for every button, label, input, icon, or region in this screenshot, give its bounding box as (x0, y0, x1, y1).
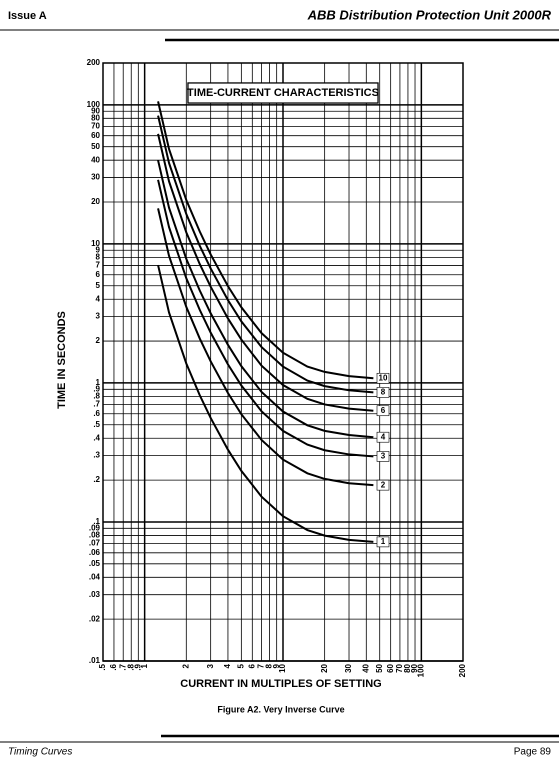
title-box (187, 82, 379, 104)
x-tick-label: 10 (278, 663, 287, 672)
y-tick-label: .2 (93, 475, 100, 484)
y-tick-label: .1 (93, 517, 100, 526)
y-tick-label: .7 (93, 400, 100, 409)
y-tick-label: 4 (96, 294, 101, 303)
curve-label: 2 (381, 480, 386, 489)
x-tick-label: 3 (206, 663, 215, 668)
curve (157, 264, 374, 543)
y-tick-label: .06 (89, 548, 101, 557)
footer-right: Page 89 (514, 747, 552, 758)
x-tick-label: 7 (257, 663, 266, 668)
curve-label-box (376, 387, 390, 398)
y-tick-label: 70 (91, 122, 100, 131)
y-tick-label: .6 (93, 409, 100, 418)
chart-title: TIME-CURRENT CHARACTERISTICS (187, 87, 379, 99)
x-axis-label: CURRENT IN MULTIPLES OF SETTING (180, 678, 381, 690)
y-tick-label: .02 (89, 614, 101, 623)
y-tick-label: .09 (89, 523, 101, 532)
y-tick-label: .4 (93, 433, 100, 442)
y-tick-label: .9 (93, 384, 100, 393)
x-tick-label: .6 (109, 663, 118, 670)
x-tick-label: 8 (265, 663, 274, 668)
x-tick-label: 30 (344, 663, 353, 672)
y-tick-label: 2 (96, 336, 101, 345)
curve-label-box (376, 536, 390, 548)
y-tick-label: .01 (89, 656, 101, 665)
x-tick-label: 60 (386, 663, 395, 672)
y-tick-label: 100 (87, 100, 101, 109)
y-axis-label: TIME IN SECONDS (56, 311, 68, 409)
x-tick-label: 200 (458, 663, 467, 677)
y-tick-label: 3 (96, 312, 101, 321)
y-tick-label: .8 (93, 392, 100, 401)
y-tick-label: .5 (93, 420, 100, 429)
y-tick-label: 90 (91, 106, 100, 115)
y-tick-label: 80 (91, 113, 100, 122)
curve-label-box (376, 405, 390, 417)
curve (157, 160, 374, 439)
curve-label: 8 (381, 387, 386, 396)
curve-label-box (376, 431, 390, 443)
x-tick-label: 5 (236, 663, 245, 668)
x-tick-label: .7 (118, 663, 127, 670)
y-tick-label: 8 (96, 252, 101, 261)
curve (157, 208, 374, 487)
curve (157, 133, 374, 412)
y-tick-label: 1 (96, 378, 101, 387)
y-tick-label: 20 (91, 197, 100, 206)
y-tick-label: 5 (96, 281, 101, 290)
y-tick-label: 50 (91, 142, 100, 151)
x-tick-label: 100 (416, 663, 425, 677)
x-tick-label: .8 (126, 663, 135, 670)
curve (157, 115, 374, 394)
curve (157, 179, 374, 458)
curve-label: 4 (381, 432, 386, 441)
x-tick-label: 1 (140, 663, 149, 668)
header-left: Issue A (8, 10, 47, 22)
y-tick-label: .04 (89, 572, 101, 581)
caption: Figure A2. Very Inverse Curve (217, 704, 344, 714)
curve-label: 6 (381, 406, 386, 415)
footer-left: Timing Curves (8, 747, 72, 758)
curve-label-box (376, 451, 390, 462)
header-right: ABB Distribution Protection Unit 2000R (307, 7, 552, 22)
curve-label-box (376, 479, 390, 491)
x-tick-label: 4 (223, 663, 232, 668)
curve-label-box (376, 372, 390, 384)
y-tick-label: .05 (89, 559, 101, 568)
y-tick-label: .3 (93, 451, 100, 460)
y-tick-label: .07 (89, 539, 101, 548)
y-tick-label: 60 (91, 131, 100, 140)
x-tick-label: 50 (375, 663, 384, 672)
y-tick-label: 200 (87, 58, 101, 67)
y-tick-label: 40 (91, 155, 100, 164)
y-tick-label: .08 (89, 531, 101, 540)
y-tick-label: 10 (91, 239, 100, 248)
curve-label: 1 (381, 537, 386, 546)
x-tick-label: 40 (361, 663, 370, 672)
y-tick-label: 9 (96, 245, 101, 254)
x-tick-label: 90 (410, 663, 419, 672)
x-tick-label: 2 (181, 663, 190, 668)
y-tick-label: 6 (96, 270, 101, 279)
x-tick-label: 9 (272, 663, 281, 668)
x-tick-label: 20 (320, 663, 329, 672)
curve-label: 3 (381, 452, 386, 461)
y-tick-label: 30 (91, 173, 100, 182)
x-tick-label: 80 (403, 663, 412, 672)
x-tick-label: .9 (133, 663, 142, 670)
curve-label: 10 (379, 373, 388, 382)
x-tick-label: .5 (98, 663, 107, 670)
curve (157, 101, 374, 380)
y-tick-label: .03 (89, 590, 101, 599)
y-tick-label: 7 (96, 261, 101, 270)
x-tick-label: 6 (247, 663, 256, 668)
x-tick-label: 70 (395, 663, 404, 672)
